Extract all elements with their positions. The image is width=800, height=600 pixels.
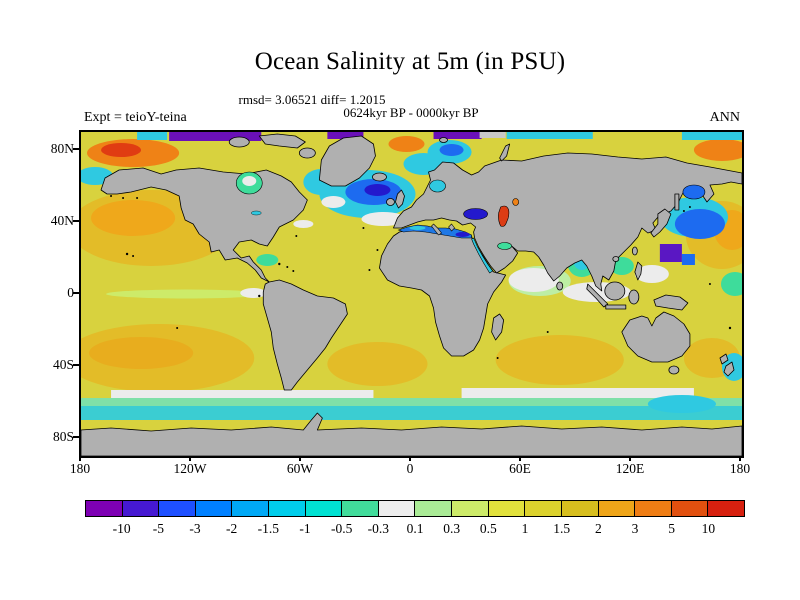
colorbar-segment: [231, 500, 270, 517]
x-tick-label: 180: [69, 461, 91, 476]
java: [605, 304, 627, 310]
continent-south-america: [262, 279, 348, 391]
plot-title: Ocean Salinity at 5m (in PSU): [254, 48, 566, 75]
colorbar-tick-label: 1.5: [553, 521, 571, 536]
persian-gulf: [497, 242, 512, 250]
colorbar: [85, 500, 745, 517]
great-lakes: [251, 210, 262, 216]
y-tick-label: 40S: [52, 357, 74, 372]
x-tick-label: 0: [406, 461, 414, 476]
colorbar-tick-label: 5: [668, 521, 676, 536]
hudson-bay-core: [242, 176, 257, 186]
colorbar-labels: -10 -5 -3 -2 -1.5 -1 -0.5 -0.3 0.1 0.3 0.5 1 1.5 2 3 5 1…: [0, 521, 800, 539]
borneo: [604, 281, 626, 301]
italy: [431, 223, 442, 236]
colorbar-tick-label: 0.3: [443, 521, 461, 536]
colorbar-tick-label: -1: [299, 521, 311, 536]
greece: [448, 223, 455, 232]
colorbar-segment: [707, 500, 745, 517]
sea-of-okhotsk: [682, 184, 706, 200]
caspian-sea: [498, 205, 510, 227]
canadian-arctic-islands: [258, 133, 306, 149]
iceland: [372, 172, 387, 182]
colorbar-segment: [304, 500, 343, 517]
x-tick-label: 60W: [286, 461, 314, 476]
colorbar-tick-label: -2: [226, 521, 238, 536]
sri-lanka: [556, 281, 564, 291]
colorbar-tick-label: -1.5: [257, 521, 280, 536]
philippines: [634, 261, 643, 281]
colorbar-segment: [85, 500, 123, 517]
colorbar-tick-label: 2: [594, 521, 602, 536]
colorbar-tick-label: -5: [152, 521, 164, 536]
black-sea: [463, 208, 488, 220]
continent-australia: [621, 311, 691, 363]
colorbar-tick-label: 3: [631, 521, 639, 536]
experiment-label: Expt = teioY-teina: [84, 110, 187, 125]
continent-eurasia: [393, 152, 742, 292]
y-tick-label: 40N: [50, 213, 74, 228]
colorbar-segment: [268, 500, 306, 517]
new-guinea: [653, 294, 689, 311]
japan: [650, 208, 672, 238]
sulawesi: [628, 289, 640, 305]
colorbar-tick-label: -3: [189, 521, 201, 536]
colorbar-segment: [597, 500, 636, 517]
small-islands: [110, 195, 732, 359]
ireland: [386, 198, 395, 206]
taiwan: [631, 246, 638, 256]
colorbar-segment: [414, 500, 453, 517]
sakhalin: [674, 193, 680, 211]
colorbar-segment: [158, 500, 196, 517]
continent-antarctica: [81, 412, 742, 456]
mediterranean-west-patch: [409, 226, 426, 230]
novaya-zemlya: [499, 143, 511, 162]
continents: [81, 133, 742, 456]
colorbar-segment: [634, 500, 672, 517]
period-line: 0624kyr BP - 0000kyr BP: [343, 105, 479, 120]
colorbar-segment: [524, 500, 562, 517]
season-label: ANN: [709, 110, 740, 125]
uk: [395, 189, 405, 209]
colorbar-segment: [487, 500, 526, 517]
map-plot-area: [79, 130, 744, 458]
colorbar-tick-label: -0.5: [330, 521, 353, 536]
arctic-island: [298, 147, 316, 159]
colorbar-segment: [377, 500, 416, 517]
baltic-sea: [429, 179, 446, 193]
x-tick-label: 180: [729, 461, 751, 476]
colorbar-tick-label: 10: [701, 521, 716, 536]
colorbar-segment: [670, 500, 709, 517]
arctic-island: [228, 136, 250, 148]
madagascar: [491, 313, 505, 341]
x-tick-label: 60E: [509, 461, 531, 476]
tasmania: [668, 365, 680, 375]
colorbar-segment: [194, 500, 233, 517]
y-tick-label: 80S: [52, 429, 74, 444]
y-tick-label: 80N: [50, 141, 74, 156]
mediterranean-east-patch: [455, 232, 470, 237]
x-tick-label: 120W: [173, 461, 207, 476]
world-salinity-map: [81, 132, 742, 456]
colorbar-tick-label: 0.5: [479, 521, 497, 536]
y-tick-label: 0: [67, 285, 74, 300]
colorbar-segment: [560, 500, 599, 517]
colorbar-tick-label: -10: [112, 521, 131, 536]
inland-seas: [235, 171, 706, 274]
aral-sea: [512, 198, 519, 206]
x-tick-label: 120E: [615, 461, 645, 476]
hainan: [612, 256, 620, 262]
colorbar-segment: [451, 500, 489, 517]
stats-line: rmsd= 3.06521 diff= 1.2015: [238, 92, 386, 107]
red-sea: [471, 237, 494, 274]
colorbar-segment: [341, 500, 379, 517]
continent-greenland: [318, 135, 376, 187]
svalbard: [439, 137, 448, 143]
colorbar-segment: [121, 500, 160, 517]
new-zealand: [719, 353, 735, 377]
colorbar-tick-label: 0.1: [406, 521, 424, 536]
colorbar-tick-label: 1: [521, 521, 529, 536]
mediterranean-peninsulas: [431, 223, 455, 236]
colorbar-tick-label: -0.3: [367, 521, 390, 536]
